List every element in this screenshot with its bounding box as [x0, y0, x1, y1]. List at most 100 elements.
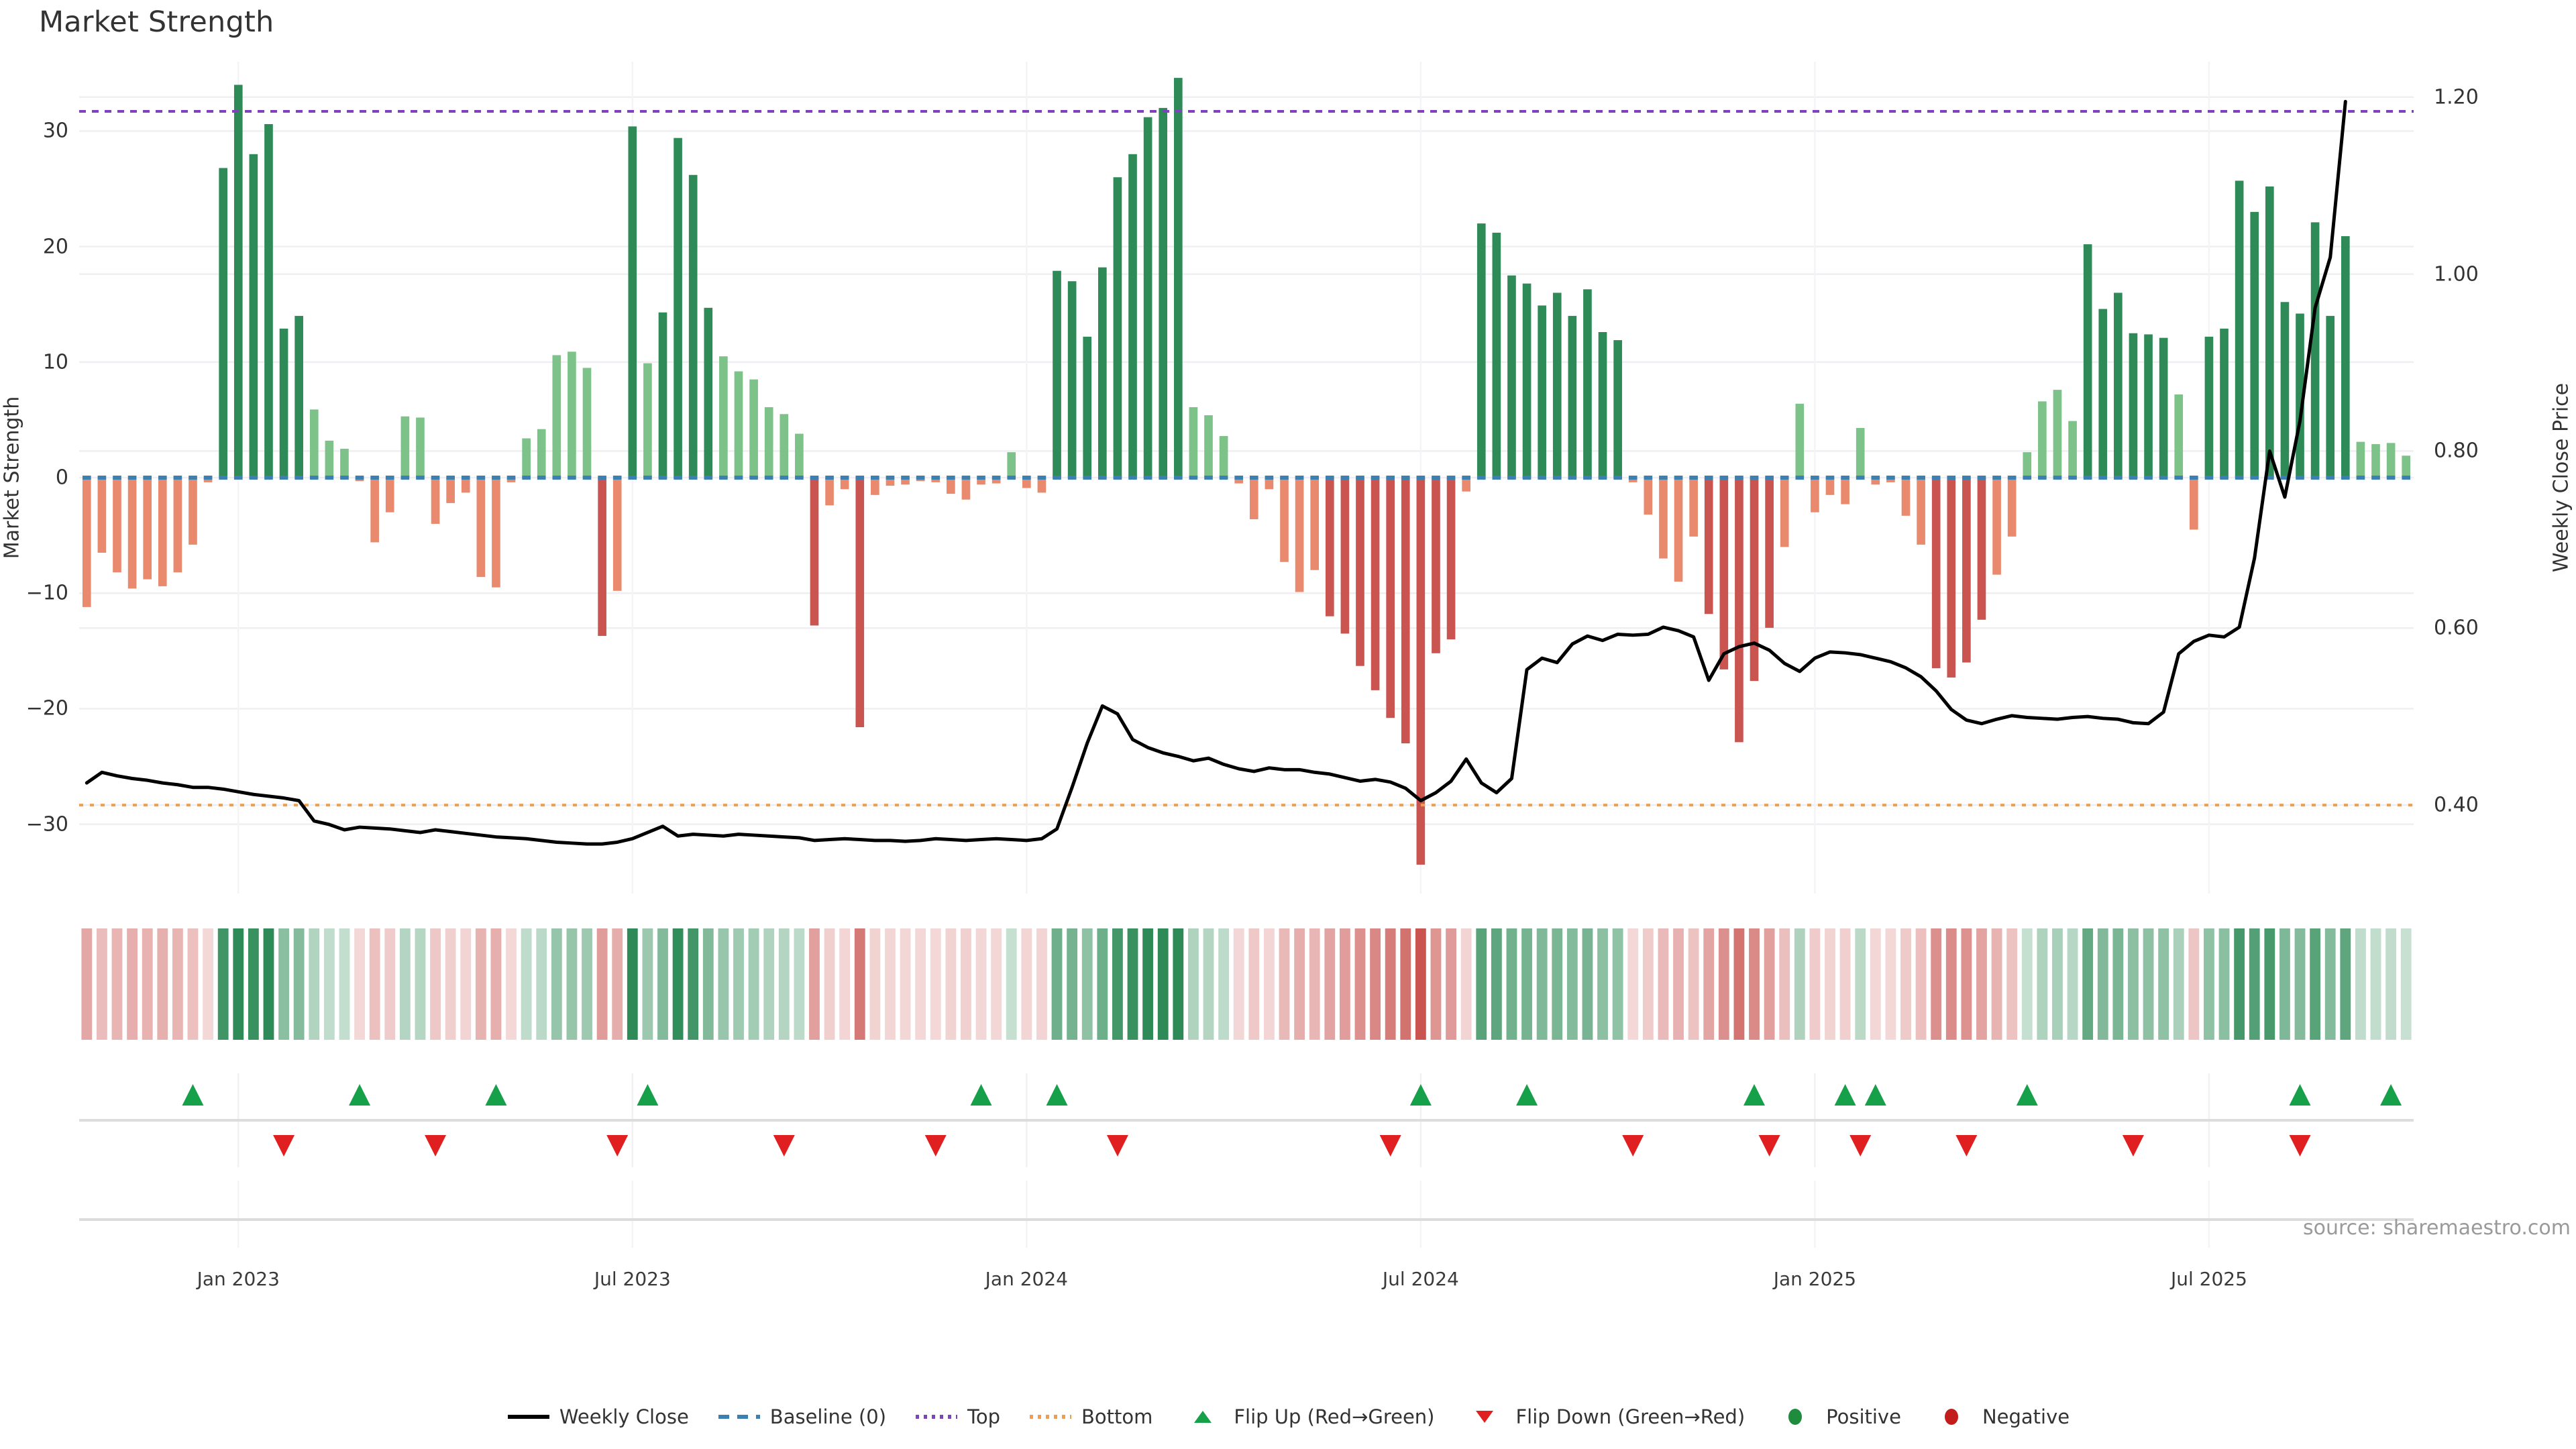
- heat-cell: [975, 928, 987, 1040]
- strength-bar-negative: [143, 478, 152, 580]
- strength-bar-negative: [1628, 478, 1638, 482]
- y-axis-left-tick: −30: [25, 812, 68, 837]
- legend-item-positive[interactable]: Positive: [1773, 1405, 1901, 1428]
- strength-bar-positive: [1067, 281, 1077, 478]
- heat-cell: [293, 928, 305, 1040]
- heat-cell: [551, 928, 562, 1040]
- legend-item-flip-down[interactable]: Flip Down (Green→Red): [1462, 1405, 1745, 1428]
- heat-cell: [1794, 928, 1805, 1040]
- legend-label: Flip Down (Green→Red): [1515, 1405, 1746, 1428]
- strength-bar-positive: [1204, 415, 1213, 478]
- heat-cell: [763, 928, 775, 1040]
- heat-cell: [1460, 928, 1472, 1040]
- heat-cell: [1703, 928, 1715, 1040]
- heat-cell: [1006, 928, 1017, 1040]
- heat-cell: [1809, 928, 1821, 1040]
- strength-bar-negative: [431, 478, 440, 524]
- strength-bar-positive: [2083, 244, 2092, 478]
- legend-item-top[interactable]: Top: [914, 1405, 1000, 1428]
- flip-up-marker: [2289, 1084, 2311, 1106]
- strength-bar-positive: [1538, 305, 1546, 478]
- strength-bar-negative: [158, 478, 167, 586]
- heat-cell: [2158, 928, 2169, 1040]
- y-axis-left-tick: −10: [25, 581, 68, 605]
- strength-bar-negative: [1295, 478, 1304, 592]
- source-caption: source: sharemaestro.com: [2303, 1216, 2571, 1240]
- y-axis-right-tick: 0.60: [2434, 616, 2479, 640]
- strength-bar-negative: [1265, 478, 1274, 490]
- page-title: Market Strength: [39, 5, 274, 39]
- legend-label: Flip Up (Red→Green): [1234, 1405, 1435, 1428]
- legend-item-flip-up[interactable]: Flip Up (Red→Green): [1181, 1405, 1434, 1428]
- heat-cell: [1961, 928, 1972, 1040]
- heat-cell: [2218, 928, 2230, 1040]
- strength-bar-positive: [2356, 441, 2365, 478]
- strength-bar-positive: [1598, 332, 1607, 478]
- flip-up-marker: [349, 1084, 371, 1106]
- strength-bar-negative: [825, 478, 834, 506]
- legend-label: Bottom: [1081, 1405, 1153, 1428]
- heat-cell: [991, 928, 1002, 1040]
- heat-cell: [1945, 928, 1957, 1040]
- heat-cell: [1036, 928, 1047, 1040]
- strength-bar-positive: [1189, 407, 1198, 478]
- y-axis-left-tick: 10: [42, 350, 68, 374]
- strength-bar-positive: [1568, 315, 1577, 478]
- strength-bar-negative: [1674, 478, 1683, 582]
- heat-cell: [1991, 928, 2002, 1040]
- main-chart-panel: Market Strength Weekly Close Price 30 20 1…: [1, 62, 2573, 894]
- heat-cell: [854, 928, 865, 1040]
- heat-cell: [172, 928, 183, 1040]
- legend-item-baseline[interactable]: Baseline (0): [717, 1405, 886, 1428]
- heat-cell: [839, 928, 851, 1040]
- heat-cell: [263, 928, 274, 1040]
- strength-bar-positive: [1856, 427, 1865, 478]
- flip-up-marker: [1743, 1084, 1766, 1106]
- strength-bar-positive: [264, 124, 273, 478]
- strength-bar-negative: [1992, 478, 2001, 575]
- strength-bar-negative: [1901, 478, 1911, 516]
- legend-item-negative[interactable]: Negative: [1929, 1405, 2070, 1428]
- flip-down-marker: [1379, 1135, 1401, 1157]
- strength-bar-negative: [1811, 478, 1819, 513]
- heat-cell: [718, 928, 729, 1040]
- strength-bar-negative: [1037, 478, 1046, 493]
- heat-cell: [566, 928, 578, 1040]
- strength-bar-negative: [492, 478, 500, 588]
- strength-bar-positive: [416, 417, 425, 478]
- strength-bar-negative: [612, 478, 622, 591]
- heat-cell: [688, 928, 699, 1040]
- strength-bar-negative: [871, 478, 879, 495]
- strength-bar-positive: [2174, 394, 2184, 478]
- flip-markers-panel: [79, 1073, 2414, 1167]
- solid-line-icon: [506, 1408, 551, 1426]
- heat-cell: [1021, 928, 1032, 1040]
- heat-cell: [930, 928, 941, 1040]
- heat-cell: [2188, 928, 2200, 1040]
- flip-down-marker: [2122, 1135, 2144, 1157]
- flip-up-marker: [2380, 1084, 2402, 1106]
- strength-bar-negative: [855, 478, 865, 727]
- strength-bar-positive: [2326, 315, 2335, 478]
- heat-cell: [2400, 928, 2412, 1040]
- heat-cell: [1885, 928, 1896, 1040]
- strength-bar-negative: [1704, 478, 1713, 614]
- legend-label: Positive: [1826, 1405, 1901, 1428]
- strength-heat-strip: [81, 928, 2412, 1040]
- strength-bar-positive: [1113, 177, 1122, 478]
- heat-cell: [323, 928, 335, 1040]
- strength-bar-positive: [2235, 180, 2244, 478]
- heat-cell: [475, 928, 486, 1040]
- strength-bar-positive: [2129, 333, 2138, 478]
- x-axis-tick: Jan 2023: [197, 1268, 280, 1290]
- x-axis: Jan 2023 Jul 2023 Jan 2024 Jul 2024 Jan 2025…: [79, 1268, 2414, 1301]
- heat-cell: [2112, 928, 2124, 1040]
- legend-item-weekly-close[interactable]: Weekly Close: [506, 1405, 689, 1428]
- legend-item-bottom[interactable]: Bottom: [1028, 1405, 1152, 1428]
- heat-cell: [1870, 928, 1881, 1040]
- heat-cell: [885, 928, 896, 1040]
- strength-bar-positive: [2220, 328, 2229, 478]
- strength-bar-positive: [1128, 154, 1137, 478]
- heat-cell: [627, 928, 638, 1040]
